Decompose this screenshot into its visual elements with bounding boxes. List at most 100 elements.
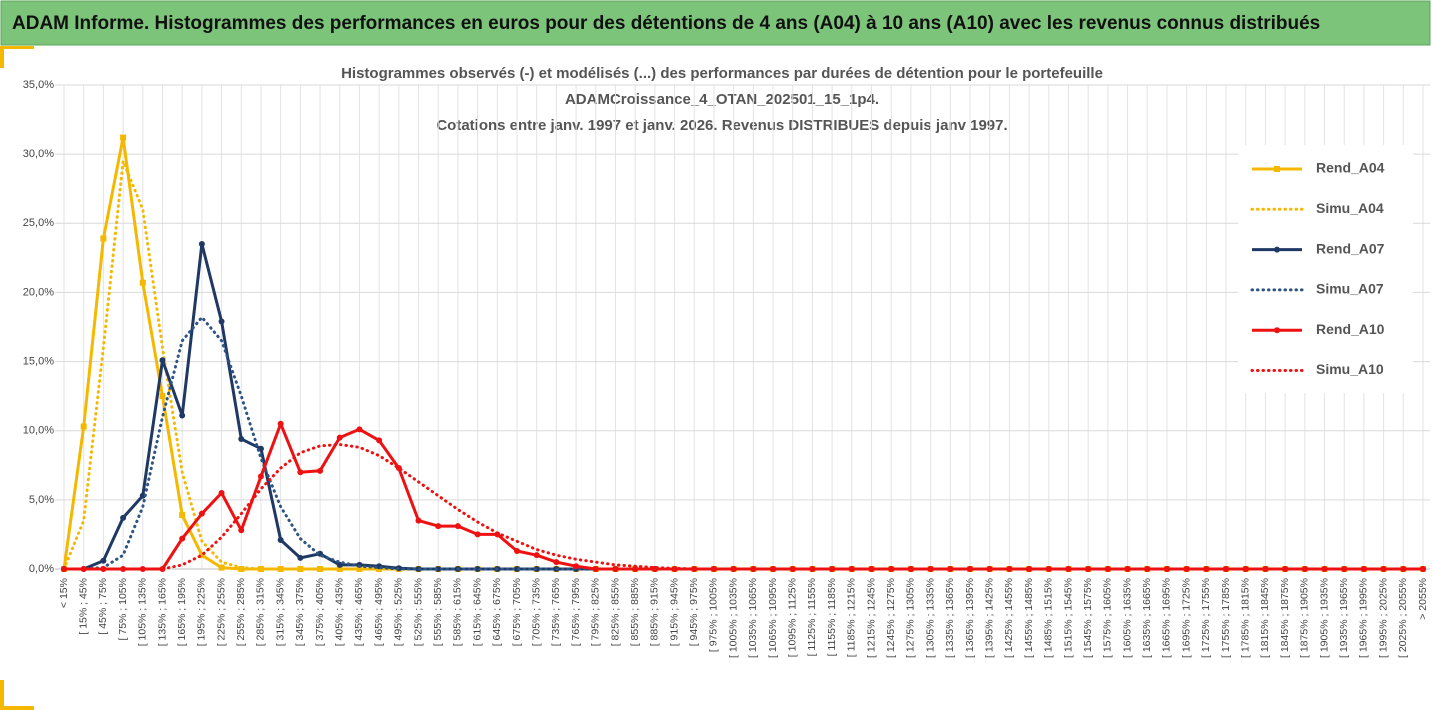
marker — [986, 566, 993, 572]
legend-marker — [1274, 166, 1280, 172]
marker — [257, 566, 264, 572]
marker — [218, 318, 225, 325]
marker — [277, 536, 284, 543]
marker — [159, 357, 166, 364]
marker — [435, 566, 442, 572]
x-tick-label: [ 435% ; 465% — [353, 578, 365, 646]
marker — [336, 561, 343, 568]
marker — [297, 554, 304, 561]
x-tick-label: > 2055% — [1417, 578, 1429, 620]
marker — [1085, 566, 1092, 572]
marker — [100, 557, 107, 564]
marker — [120, 514, 127, 521]
x-tick-label: [ 45% ; 75% — [97, 578, 109, 635]
x-tick-label: [ 1035% ; 1065% — [747, 578, 759, 658]
marker — [100, 235, 107, 242]
x-tick-label: [ 1185% ; 1215% — [846, 578, 858, 657]
x-tick-label: [ 1725% ; 1755% — [1200, 578, 1212, 658]
x-tick-label: [ 585% ; 615% — [452, 578, 464, 646]
x-tick-label: [ 1095% ; 1125% — [787, 578, 799, 657]
x-tick-label: [ 495% ; 525% — [393, 578, 405, 646]
x-tick-label: [ 1425% ; 1455% — [1003, 578, 1015, 658]
y-tick-label: 35,0% — [23, 79, 54, 91]
y-tick-label: 25,0% — [23, 217, 54, 229]
legend-label: Simu_A10 — [1316, 361, 1384, 377]
marker — [474, 531, 481, 538]
marker — [1026, 566, 1033, 572]
x-tick-label: [ 675% ; 705% — [511, 578, 523, 646]
marker — [888, 566, 895, 572]
marker — [120, 134, 127, 141]
x-tick-label: [ 525% ; 555% — [412, 578, 424, 646]
x-tick-label: [ 1965% ; 1995% — [1358, 578, 1370, 658]
marker — [139, 279, 146, 286]
x-tick-label: [ 1665% ; 1695% — [1161, 578, 1173, 658]
y-tick-label: 10,0% — [23, 425, 54, 437]
legend-label: Rend_A10 — [1316, 321, 1385, 337]
x-tick-label: [ 1845% ; 1875% — [1279, 578, 1291, 658]
x-tick-label: [ 1695% ; 1725% — [1180, 578, 1192, 658]
marker — [238, 436, 245, 443]
marker — [848, 566, 855, 572]
marker — [1223, 566, 1230, 572]
legend-label: Rend_A07 — [1316, 240, 1385, 256]
marker — [454, 523, 461, 530]
marker — [198, 510, 205, 517]
banner — [0, 0, 1431, 46]
x-tick-label: [ 1575% ; 1605% — [1102, 578, 1114, 658]
y-tick-label: 0,0% — [29, 563, 54, 575]
marker — [573, 563, 580, 570]
x-tick-label: [ 345% ; 375% — [294, 578, 306, 646]
x-tick-label: [ 855% ; 885% — [629, 578, 641, 646]
marker — [179, 412, 186, 419]
x-tick-label: [ 1305% ; 1335% — [924, 578, 936, 658]
marker — [592, 566, 599, 572]
x-tick-label: [ 1065% ; 1095% — [767, 578, 779, 658]
y-tick-label: 30,0% — [23, 148, 54, 160]
y-tick-label: 20,0% — [23, 286, 54, 298]
x-tick-label: [ 1485% ; 1515% — [1043, 578, 1055, 658]
marker — [238, 527, 245, 534]
x-tick-label: [ 15% ; 45% — [77, 578, 89, 635]
x-tick-label: [ 705% ; 735% — [530, 578, 542, 646]
chart-title: ADAMCroissance_4_OTAN_202501_15_1p4. — [565, 91, 879, 108]
x-tick-label: [ 1785% ; 1815% — [1240, 578, 1252, 658]
x-tick-label: [ 1455% ; 1485% — [1023, 578, 1035, 658]
marker — [356, 426, 363, 433]
x-tick-label: [ 765% ; 795% — [570, 578, 582, 646]
marker — [80, 566, 87, 572]
x-tick-label: [ 1515% ; 1545% — [1062, 578, 1074, 658]
y-tick-label: 5,0% — [29, 494, 54, 506]
y-tick-label: 15,0% — [23, 355, 54, 367]
x-tick-label: [ 1125% ; 1155% — [806, 578, 818, 656]
marker — [750, 566, 757, 572]
marker — [710, 566, 717, 572]
x-tick-label: [ 1215% ; 1245% — [865, 578, 877, 658]
x-tick-label: [ 1605% ; 1635% — [1121, 578, 1133, 658]
x-tick-label: [ 405% ; 435% — [334, 578, 346, 646]
marker — [376, 437, 383, 444]
marker — [435, 523, 442, 530]
x-tick-label: [ 375% ; 405% — [314, 578, 326, 646]
x-tick-label: [ 1545% ; 1575% — [1082, 578, 1094, 658]
x-tick-label: [ 1935% ; 1965% — [1338, 578, 1350, 658]
accent — [0, 46, 4, 68]
x-tick-label: [ 255% ; 285% — [235, 578, 247, 646]
x-tick-label: [ 915% ; 945% — [668, 578, 680, 646]
x-tick-label: [ 195% ; 225% — [196, 578, 208, 646]
marker — [632, 566, 639, 572]
x-tick-label: [ 75% ; 105% — [117, 578, 129, 640]
x-tick-label: [ 1755% ; 1785% — [1220, 578, 1232, 658]
chart-title: Histogrammes observés (-) et modélisés (… — [341, 65, 1103, 82]
x-tick-label: [ 1395% ; 1425% — [983, 578, 995, 658]
marker — [1262, 566, 1269, 572]
legend-label: Rend_A04 — [1316, 160, 1385, 176]
marker — [356, 566, 363, 572]
marker — [1321, 566, 1328, 572]
x-tick-label: [ 795% ; 825% — [590, 578, 602, 646]
x-tick-label: [ 945% ; 975% — [688, 578, 700, 646]
marker — [277, 420, 284, 427]
legend-marker — [1274, 246, 1280, 253]
marker — [198, 241, 205, 248]
